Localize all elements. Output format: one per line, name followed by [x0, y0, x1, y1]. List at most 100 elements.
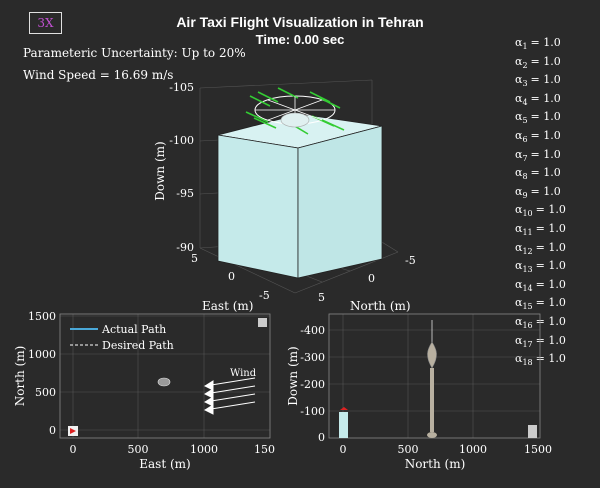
wind-speed-label: Wind Speed = 16.69 m/s	[23, 68, 174, 82]
alpha-symbol: α	[515, 147, 523, 161]
x-tick: 1000	[459, 443, 487, 456]
east-tick: 5	[191, 252, 198, 265]
alpha-symbol: α	[515, 259, 523, 273]
alpha-value: = 1.0	[530, 147, 561, 161]
y-tick: 1500	[28, 310, 56, 323]
alpha-value: = 1.0	[530, 36, 561, 49]
alpha-row: α2 = 1.0	[515, 55, 566, 74]
legend-desired: Desired Path	[102, 339, 174, 352]
drone-icon	[245, 87, 345, 135]
alpha-index: 15	[522, 302, 533, 312]
plot-side[interactable]: -400 -300 -200 -100 0 0 500 1000 1500 No…	[285, 310, 555, 480]
drone-marker	[340, 407, 348, 410]
alpha-index: 9	[522, 190, 528, 200]
north-tick: 5	[318, 291, 325, 304]
alpha-symbol: α	[515, 54, 523, 68]
alpha-value: = 1.0	[535, 240, 566, 254]
legend: Actual Path Desired Path	[70, 323, 174, 352]
y-tick: 1000	[28, 348, 56, 361]
y-tick: 0	[318, 431, 325, 444]
alpha-row: α14 = 1.0	[515, 278, 566, 297]
x-tick: 1000	[190, 443, 218, 456]
east-axis-label: East (m)	[202, 299, 253, 313]
alpha-value: = 1.0	[535, 259, 566, 273]
alpha-row: α12 = 1.0	[515, 241, 566, 260]
time-label: Time: 0.00 sec	[255, 32, 345, 47]
alpha-symbol: α	[515, 73, 523, 87]
alpha-symbol: α	[515, 221, 523, 235]
z-axis-label: Down (m)	[153, 141, 167, 200]
tower-shape	[427, 320, 437, 438]
north-tick: 0	[368, 272, 375, 285]
y-axis-label: Down (m)	[286, 346, 300, 405]
alpha-value: = 1.0	[535, 296, 566, 310]
alpha-row: α4 = 1.0	[515, 92, 566, 111]
z-tick: -95	[176, 187, 194, 200]
y-tick: -400	[300, 324, 325, 337]
y-tick: -200	[300, 378, 325, 391]
alpha-row: α3 = 1.0	[515, 73, 566, 92]
east-tick: 0	[228, 270, 235, 283]
alpha-value: = 1.0	[530, 184, 561, 198]
alpha-row: α8 = 1.0	[515, 166, 566, 185]
alpha-value: = 1.0	[535, 277, 566, 291]
alpha-row: α15 = 1.0	[515, 296, 566, 315]
alpha-symbol: α	[515, 91, 523, 105]
destination-bar	[528, 425, 537, 438]
plot-top-down[interactable]: Actual Path Desired Path Wind 1500 1000 …	[10, 310, 275, 480]
y-tick: -300	[300, 351, 325, 364]
alpha-value: = 1.0	[530, 54, 561, 68]
alpha-row: α17 = 1.0	[515, 334, 566, 353]
x-tick: 0	[340, 443, 347, 456]
alpha-list: α1 = 1.0 α2 = 1.0 α3 = 1.0 α4 = 1.0 α5 = 1.0 α6 = 1…	[515, 36, 566, 371]
alpha-symbol: α	[515, 352, 523, 366]
alpha-value: = 1.0	[530, 128, 561, 142]
speed-toggle-button[interactable]: 3X	[29, 12, 62, 34]
alpha-value: = 1.0	[530, 166, 561, 180]
alpha-index: 17	[522, 339, 533, 349]
alpha-index: 4	[522, 97, 528, 107]
alpha-symbol: α	[515, 240, 523, 254]
x-tick: 1500	[524, 443, 552, 456]
alpha-value: = 1.0	[535, 352, 566, 366]
x-axis-label: North (m)	[405, 457, 466, 471]
alpha-symbol: α	[515, 314, 523, 328]
x-tick: 1500	[254, 443, 275, 456]
alpha-symbol: α	[515, 296, 523, 310]
alpha-index: 14	[522, 283, 533, 293]
alpha-row: α1 = 1.0	[515, 36, 566, 55]
alpha-row: α16 = 1.0	[515, 315, 566, 334]
alpha-row: α13 = 1.0	[515, 259, 566, 278]
alpha-row: α10 = 1.0	[515, 203, 566, 222]
alpha-value: = 1.0	[535, 203, 566, 217]
alpha-value: = 1.0	[535, 221, 566, 235]
uncertainty-label: Parameteric Uncertainty: Up to 20%	[23, 46, 246, 60]
plot-3d[interactable]: -105 -100 -95 -90 Down (m) 5 0 -5 East (…	[150, 76, 430, 316]
alpha-index: 7	[522, 153, 528, 163]
x-tick: 500	[398, 443, 419, 456]
alpha-row: α11 = 1.0	[515, 222, 566, 241]
alpha-value: = 1.0	[530, 73, 561, 87]
alpha-value: = 1.0	[530, 91, 561, 105]
destination-marker	[258, 318, 267, 327]
alpha-index: 2	[522, 60, 528, 70]
alpha-index: 18	[522, 358, 533, 368]
alpha-symbol: α	[515, 128, 523, 142]
alpha-symbol: α	[515, 184, 523, 198]
alpha-symbol: α	[515, 166, 523, 180]
alpha-index: 12	[522, 246, 533, 256]
north-tick: -5	[405, 254, 416, 267]
alpha-symbol: α	[515, 36, 523, 49]
building-bar	[339, 412, 348, 438]
alpha-symbol: α	[515, 110, 523, 124]
alpha-symbol: α	[515, 203, 523, 217]
obstacle-marker	[157, 377, 171, 387]
alpha-row: α9 = 1.0	[515, 185, 566, 204]
alpha-symbol: α	[515, 277, 523, 291]
play-marker-icon	[70, 428, 76, 434]
alpha-row: α18 = 1.0	[515, 352, 566, 371]
alpha-index: 3	[522, 79, 528, 89]
alpha-index: 8	[522, 172, 528, 182]
top-down-grid	[60, 314, 270, 438]
alpha-value: = 1.0	[530, 110, 561, 124]
